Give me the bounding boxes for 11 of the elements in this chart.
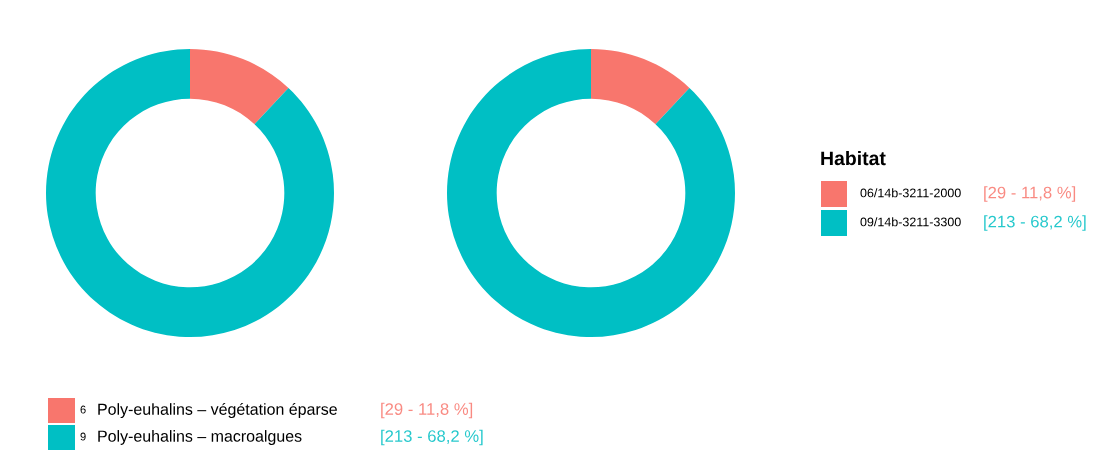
text: 6 <box>80 405 86 414</box>
data-label: [213 - 68,2 %] <box>381 429 483 446</box>
data-label: [29 - 11,8 %] <box>984 186 1076 202</box>
legend-label: 06/14b-3211-2000 <box>860 188 961 198</box>
legend-label: Poly-euhalins – macroalgues <box>98 430 302 445</box>
data-label: [213 - 68,2 %] <box>984 215 1086 231</box>
text: 9 <box>80 432 86 441</box>
data-label: [29 - 11,8 %] <box>381 402 473 419</box>
legend-label: Poly-euhalins – végétation éparse <box>98 402 337 419</box>
legend-title: Habitat <box>821 150 886 166</box>
legend-label: 09/14b-3211-3300 <box>860 217 961 227</box>
